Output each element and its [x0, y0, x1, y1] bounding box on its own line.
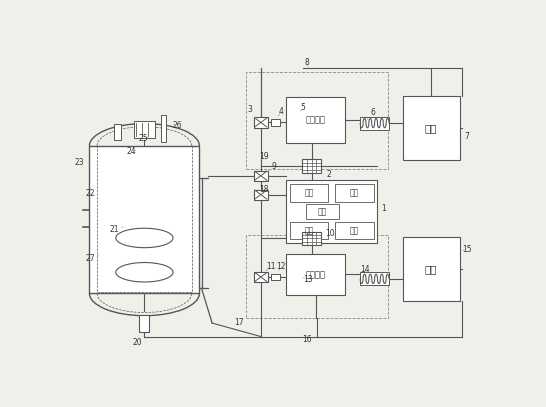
Text: 5: 5: [301, 103, 306, 112]
Text: 水阀: 水阀: [304, 226, 313, 235]
Text: 3: 3: [247, 105, 256, 118]
Text: 7: 7: [460, 132, 470, 141]
Text: 17: 17: [234, 318, 244, 327]
Text: 20: 20: [133, 338, 142, 347]
Text: 水槽: 水槽: [425, 264, 437, 274]
Bar: [162, 115, 167, 142]
Text: 水槽: 水槽: [425, 123, 437, 133]
Text: 15: 15: [462, 245, 472, 254]
Text: 6: 6: [367, 108, 375, 119]
Bar: [306, 204, 339, 219]
Bar: [254, 190, 268, 199]
Bar: [290, 222, 328, 239]
Bar: [286, 180, 377, 243]
Bar: [335, 184, 373, 202]
Bar: [286, 97, 346, 143]
Text: 22: 22: [86, 189, 95, 198]
Text: 12: 12: [276, 262, 286, 271]
Text: 21: 21: [109, 225, 123, 234]
Text: 18: 18: [259, 185, 269, 194]
Bar: [402, 96, 460, 160]
Text: 1: 1: [377, 204, 386, 213]
Text: 16: 16: [302, 335, 312, 344]
Text: 4: 4: [278, 107, 283, 116]
Text: 加热装置: 加热装置: [306, 270, 326, 279]
Text: 26: 26: [173, 121, 182, 130]
Bar: [271, 119, 280, 126]
Text: 19: 19: [259, 152, 269, 161]
Text: 温度: 温度: [318, 207, 327, 217]
Text: 9: 9: [267, 162, 277, 172]
Text: 25: 25: [139, 133, 149, 143]
Bar: [302, 232, 321, 245]
Bar: [254, 171, 268, 181]
Text: 23: 23: [74, 158, 90, 167]
Bar: [246, 72, 388, 169]
Text: 10: 10: [321, 229, 335, 239]
Text: 8: 8: [305, 59, 310, 68]
Ellipse shape: [116, 228, 173, 248]
Text: 冷却装置: 冷却装置: [306, 116, 326, 125]
Bar: [139, 315, 150, 333]
Bar: [246, 235, 388, 318]
Bar: [302, 160, 321, 173]
Bar: [90, 146, 199, 293]
Bar: [360, 116, 389, 130]
Text: 制热: 制热: [350, 188, 359, 197]
Bar: [254, 118, 268, 127]
Text: 11: 11: [266, 262, 275, 271]
Text: 制冷: 制冷: [304, 188, 313, 197]
Ellipse shape: [116, 263, 173, 282]
Text: 14: 14: [360, 265, 370, 274]
Text: 24: 24: [126, 147, 136, 156]
Bar: [360, 272, 389, 285]
Text: 水泵: 水泵: [350, 226, 359, 235]
Bar: [335, 222, 373, 239]
Bar: [97, 146, 192, 291]
Bar: [271, 274, 280, 280]
Text: 13: 13: [303, 275, 313, 284]
Bar: [402, 237, 460, 301]
Bar: [114, 124, 121, 140]
Bar: [290, 184, 328, 202]
Bar: [286, 254, 346, 295]
Text: 2: 2: [319, 170, 331, 179]
Text: 27: 27: [85, 254, 99, 263]
Bar: [254, 272, 268, 282]
Bar: [134, 120, 155, 138]
